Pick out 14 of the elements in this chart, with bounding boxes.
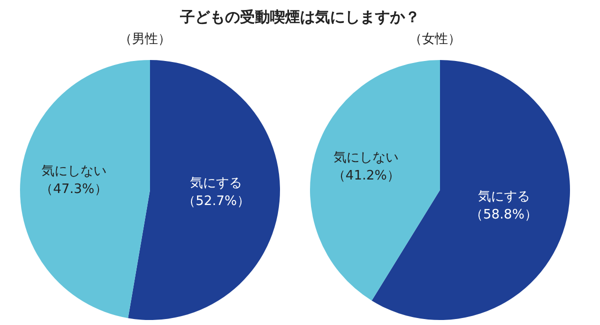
slice-label: 気にしない (334, 150, 399, 166)
slice-label: 気にする (478, 190, 530, 205)
pie-slice (128, 60, 280, 320)
chart-title: 子どもの受動喫煙は気にしますか？ (179, 8, 421, 27)
data-label: （58.8%） (470, 208, 538, 223)
pie-slice (20, 60, 150, 318)
data-label: （41.2%） (332, 168, 400, 184)
chart-subtitle: （男性） (118, 31, 172, 48)
pie-slice (310, 60, 440, 301)
chart-subtitle: （女性） (408, 31, 462, 48)
slice-label: 気にしない (41, 164, 106, 179)
slice-label: 気にする (190, 176, 242, 192)
data-label: （52.7%） (182, 194, 250, 210)
data-label: （47.3%） (40, 182, 108, 197)
